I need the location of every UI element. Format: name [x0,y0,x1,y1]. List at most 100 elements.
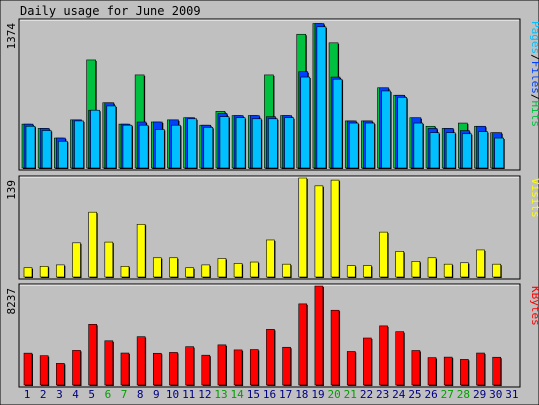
bar-visits [346,265,356,278]
bar-pages [462,133,472,169]
panel-kbytes: 8237 KBytes [5,283,539,388]
legend: Pages/Files/Hits [529,21,539,127]
bar-visits [492,263,501,278]
day-label: 11 [182,388,195,401]
bar-pages [445,132,456,169]
bar-kbytes [395,331,405,386]
day-label: 23 [376,388,389,401]
bar-pages [25,125,36,169]
bar-kbytes [346,351,356,386]
day-label: 3 [56,388,63,401]
bar-pages [235,117,246,169]
bar-pages [284,117,294,169]
bar-pages [300,76,311,169]
bar-kbytes [23,352,33,386]
bar-pages [106,105,117,169]
day-label: 13 [214,388,227,401]
bar-pages [381,90,391,169]
day-label: 31 [505,388,518,401]
day-label: 2 [40,388,47,401]
bar-kbytes [266,329,275,386]
day-label: 26 [424,388,437,401]
legend-entry: / [529,94,539,101]
bar-kbytes [476,352,485,386]
bar-visits [39,266,49,278]
legend-entry: KBytes [529,286,539,326]
day-label: 17 [279,388,292,401]
bar-kbytes [152,352,162,386]
bar-pages [397,97,408,169]
day-label: 16 [263,388,276,401]
bar-pages [187,118,197,169]
bar-kbytes [169,352,178,386]
bar-kbytes [314,285,324,386]
legend: KBytes [529,286,539,326]
day-label: 4 [72,388,79,401]
bar-visits [56,264,65,278]
bar-visits [282,263,291,278]
bar-kbytes [363,337,372,386]
legend: Visits [529,178,539,218]
bar-pages [494,137,504,169]
bar-kbytes [460,359,469,386]
day-label: 1 [24,388,31,401]
day-label: 25 [408,388,421,401]
bar-kbytes [72,350,81,386]
bar-visits [233,263,243,278]
day-label: 21 [344,388,357,401]
legend-entry: Hits [529,101,539,128]
bar-visits [72,242,81,278]
bar-visits [460,262,469,278]
bar-kbytes [217,344,227,386]
bar-pages [413,122,424,169]
bar-pages [365,122,375,169]
bar-kbytes [104,340,114,386]
bar-visits [104,241,114,278]
bar-visits [266,239,275,278]
bar-pages [58,140,68,169]
y-max-label: 8237 [5,288,18,315]
bar-kbytes [201,354,211,386]
bar-pages [74,120,84,169]
bar-kbytes [233,349,243,386]
bar-pages [219,116,230,169]
day-label: 10 [166,388,179,401]
day-label: 29 [473,388,486,401]
bar-visits [152,257,162,278]
bar-visits [185,267,194,278]
bar-pages [122,124,133,169]
day-label: 5 [88,388,95,401]
bar-kbytes [330,309,340,386]
bar-kbytes [492,356,501,386]
bar-kbytes [88,324,97,386]
bar-kbytes [120,352,130,386]
bar-pages [138,124,149,169]
bar-visits [476,249,485,278]
bar-visits [395,251,405,278]
bar-kbytes [185,346,194,386]
day-label: 6 [105,388,112,401]
bar-visits [363,265,372,278]
bar-visits [136,223,146,278]
bar-kbytes [427,357,437,386]
day-label: 30 [489,388,502,401]
legend-entry: Files [529,61,539,94]
bar-kbytes [411,350,421,386]
day-label: 27 [441,388,454,401]
day-label: 20 [328,388,341,401]
bar-visits [298,177,308,278]
bar-kbytes [298,303,308,386]
bar-kbytes [56,363,65,386]
bar-visits [379,231,388,278]
y-max-label: 1374 [5,23,18,50]
bar-visits [249,261,259,278]
legend-entry: / [529,54,539,61]
day-label: 14 [231,388,245,401]
bar-visits [427,257,437,278]
bar-pages [478,131,488,169]
day-label: 19 [311,388,324,401]
day-axis-labels: 1 2 3 4 5 6 7 8 9 10 11 12 13 14 15 16 17 18 19 20 21 22 23 24 2… [24,388,519,401]
day-label: 22 [360,388,373,401]
